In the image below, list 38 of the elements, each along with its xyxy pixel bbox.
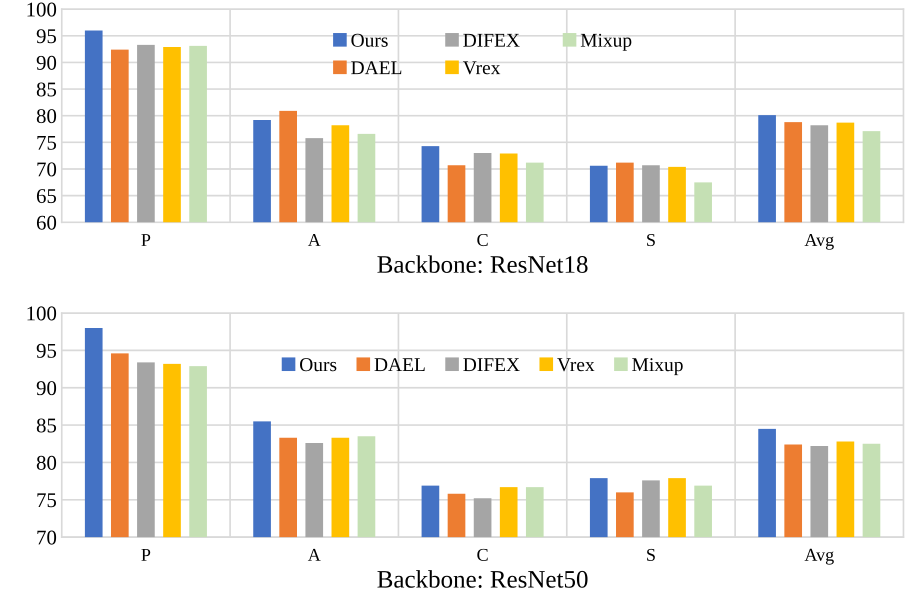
legend-label: DIFEX: [463, 358, 520, 372]
legend-label: Mixup: [580, 34, 632, 51]
y-tick-label: 80: [36, 456, 56, 470]
y-tick-label: 90: [36, 56, 56, 70]
x-tick-label: A: [308, 234, 321, 246]
y-tick-label: 80: [36, 109, 56, 124]
x-axis-title: Backbone: ResNet50: [377, 570, 588, 588]
legend-label: DAEL: [374, 358, 425, 372]
x-tick-label: S: [647, 548, 655, 561]
y-tick-label: 95: [36, 344, 56, 358]
x-tick-label: C: [477, 234, 488, 246]
legend-label: Ours: [351, 34, 388, 47]
x-tick-label: S: [647, 234, 655, 246]
x-tick-label: A: [308, 548, 321, 561]
y-tick-label: 100: [27, 306, 56, 320]
y-tick-label: 95: [36, 29, 56, 44]
y-tick-label: 85: [36, 82, 56, 96]
y-tick-label: 75: [37, 493, 56, 508]
legend-label: Ours: [300, 358, 336, 372]
y-tick-label: 60: [36, 216, 56, 230]
x-axis-title: Backbone: ResNet18: [377, 255, 588, 274]
x-tick-label: P: [141, 548, 150, 561]
y-tick-label: 90: [36, 381, 56, 396]
x-tick-label: Avg: [804, 234, 834, 250]
legend-label: DAEL: [351, 61, 402, 74]
y-tick-label: 70: [37, 530, 56, 545]
y-tick-label: 100: [27, 2, 56, 17]
y-tick-label: 70: [37, 162, 56, 176]
x-tick-label: P: [141, 234, 150, 246]
x-tick-label: Avg: [804, 548, 834, 565]
y-tick-label: 75: [37, 136, 56, 150]
y-tick-label: 65: [36, 189, 56, 204]
legend-label: Vrex: [557, 358, 594, 372]
legend-label: DIFEX: [463, 34, 520, 47]
x-tick-label: C: [477, 548, 488, 561]
y-tick-label: 85: [36, 418, 56, 433]
legend-label: Vrex: [462, 61, 500, 74]
legend-label: Mixup: [632, 358, 683, 376]
